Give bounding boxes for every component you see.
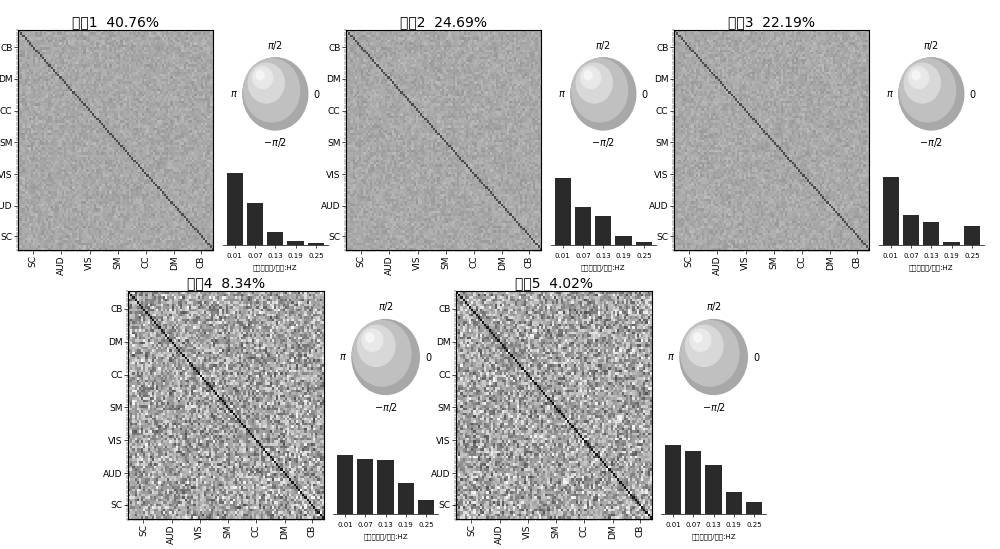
- Ellipse shape: [576, 63, 612, 103]
- Text: $\pi/2$: $\pi/2$: [595, 38, 611, 52]
- Ellipse shape: [690, 329, 711, 351]
- Ellipse shape: [248, 63, 284, 103]
- Ellipse shape: [362, 329, 383, 351]
- Text: $\pi$: $\pi$: [339, 352, 347, 362]
- Text: $\pi/2$: $\pi/2$: [378, 300, 394, 313]
- Bar: [418, 500, 434, 514]
- X-axis label: 频率直方图/单位:HZ: 频率直方图/单位:HZ: [581, 265, 626, 271]
- Ellipse shape: [680, 320, 747, 395]
- Ellipse shape: [353, 321, 411, 386]
- Bar: [398, 483, 414, 514]
- Ellipse shape: [358, 325, 395, 366]
- Bar: [665, 445, 681, 514]
- Ellipse shape: [256, 71, 264, 80]
- Bar: [575, 207, 591, 245]
- Title: 状态5  4.02%: 状态5 4.02%: [515, 276, 593, 290]
- X-axis label: 频率直方图/单位:HZ: 频率直方图/单位:HZ: [363, 534, 408, 540]
- Ellipse shape: [572, 59, 628, 122]
- Bar: [357, 459, 373, 514]
- Bar: [267, 232, 283, 245]
- Ellipse shape: [899, 58, 964, 130]
- Bar: [555, 178, 571, 245]
- Text: $0$: $0$: [425, 351, 432, 363]
- Ellipse shape: [581, 67, 601, 88]
- Title: 状态1  40.76%: 状态1 40.76%: [72, 15, 159, 29]
- Ellipse shape: [694, 333, 702, 342]
- Text: $\pi$: $\pi$: [886, 89, 894, 99]
- Ellipse shape: [243, 58, 308, 130]
- Bar: [636, 242, 652, 245]
- Title: 状态2  24.69%: 状态2 24.69%: [400, 15, 487, 29]
- Ellipse shape: [584, 71, 592, 80]
- Bar: [615, 236, 632, 245]
- Text: $0$: $0$: [969, 88, 977, 100]
- Bar: [247, 203, 263, 245]
- Ellipse shape: [912, 71, 920, 80]
- Bar: [227, 173, 243, 245]
- Bar: [746, 502, 762, 514]
- X-axis label: 频率直方图/单位:HZ: 频率直方图/单位:HZ: [253, 265, 298, 271]
- Bar: [287, 241, 304, 245]
- Bar: [923, 222, 939, 245]
- Text: $\pi/2$: $\pi/2$: [706, 300, 722, 313]
- Bar: [377, 461, 394, 514]
- Text: $-\pi/2$: $-\pi/2$: [919, 136, 943, 149]
- Bar: [943, 242, 960, 245]
- Bar: [964, 226, 980, 245]
- Title: 状态3  22.19%: 状态3 22.19%: [728, 15, 815, 29]
- Title: 状态4  8.34%: 状态4 8.34%: [187, 276, 265, 290]
- Ellipse shape: [909, 67, 929, 88]
- X-axis label: 频率直方图/单位:HZ: 频率直方图/单位:HZ: [691, 534, 736, 540]
- Bar: [705, 465, 722, 514]
- Ellipse shape: [904, 63, 940, 103]
- Ellipse shape: [352, 320, 419, 395]
- Text: $-\pi/2$: $-\pi/2$: [263, 136, 287, 149]
- Bar: [337, 455, 353, 514]
- Text: $\pi$: $\pi$: [667, 352, 675, 362]
- Bar: [308, 243, 324, 245]
- Text: $\pi/2$: $\pi/2$: [267, 38, 283, 52]
- Ellipse shape: [253, 67, 273, 88]
- Text: $-\pi/2$: $-\pi/2$: [702, 401, 726, 414]
- Ellipse shape: [686, 325, 723, 366]
- Ellipse shape: [244, 59, 300, 122]
- Bar: [883, 177, 899, 245]
- Ellipse shape: [900, 59, 956, 122]
- Bar: [685, 451, 701, 514]
- Bar: [595, 216, 611, 245]
- Text: $0$: $0$: [313, 88, 321, 100]
- Bar: [903, 215, 919, 245]
- Ellipse shape: [681, 321, 739, 386]
- Text: $0$: $0$: [641, 88, 649, 100]
- Text: $\pi$: $\pi$: [230, 89, 238, 99]
- X-axis label: 频率直方图/单位:HZ: 频率直方图/单位:HZ: [909, 265, 954, 271]
- Text: $-\pi/2$: $-\pi/2$: [374, 401, 398, 414]
- Ellipse shape: [366, 333, 374, 342]
- Text: $0$: $0$: [753, 351, 760, 363]
- Text: $-\pi/2$: $-\pi/2$: [591, 136, 615, 149]
- Text: $\pi$: $\pi$: [558, 89, 566, 99]
- Ellipse shape: [571, 58, 636, 130]
- Bar: [726, 492, 742, 514]
- Text: $\pi/2$: $\pi/2$: [923, 38, 939, 52]
